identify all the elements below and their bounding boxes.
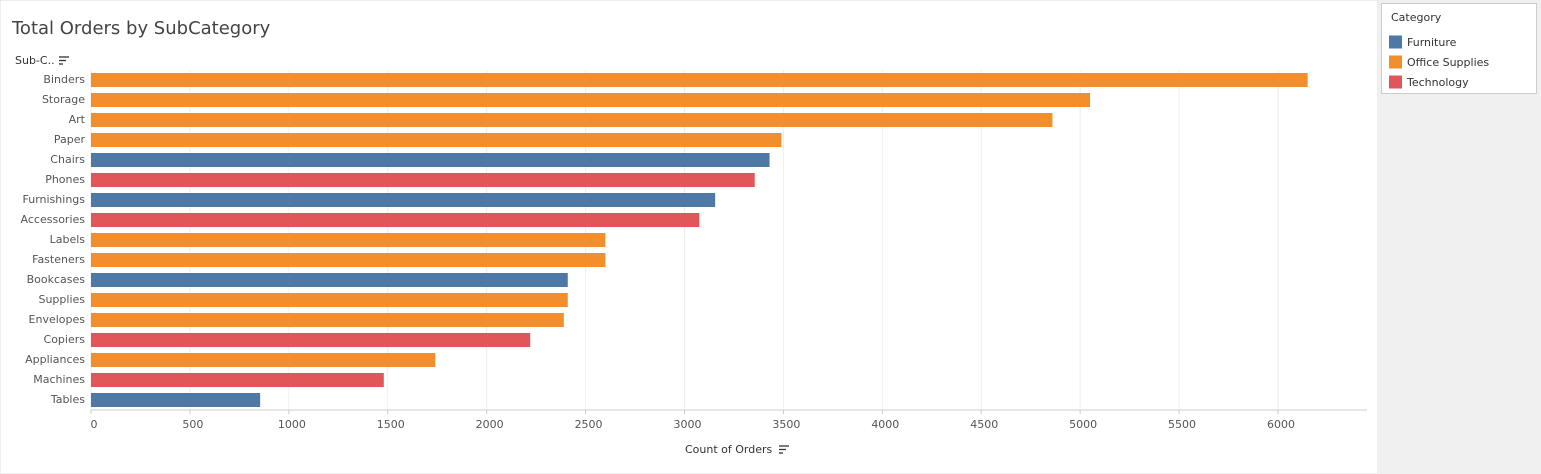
bar <box>91 273 568 287</box>
y-axis-title: Sub-C.. <box>15 54 55 67</box>
y-tick-label: Paper <box>54 133 86 146</box>
bar <box>91 293 568 307</box>
x-tick-label: 4500 <box>970 418 998 431</box>
y-tick-label: Tables <box>50 393 85 406</box>
y-tick-label: Machines <box>33 373 85 386</box>
y-tick-label: Furnishings <box>23 193 86 206</box>
y-tick-label: Bookcases <box>27 273 86 286</box>
x-tick-label: 5500 <box>1168 418 1196 431</box>
x-tick-label: 0 <box>91 418 98 431</box>
legend-label: Office Supplies <box>1407 56 1489 69</box>
sort-icon[interactable] <box>779 445 789 454</box>
x-tick-label: 2500 <box>575 418 603 431</box>
x-tick-label: 3000 <box>673 418 701 431</box>
y-tick-label: Copiers <box>44 333 86 346</box>
x-tick-label: 6000 <box>1267 418 1295 431</box>
y-tick-label: Envelopes <box>29 313 86 326</box>
bar <box>91 193 716 207</box>
legend-swatch <box>1389 55 1402 69</box>
x-tick-label: 3500 <box>772 418 800 431</box>
y-tick-label: Phones <box>45 173 85 186</box>
x-tick-label: 2000 <box>476 418 504 431</box>
bar <box>91 313 564 327</box>
bar <box>91 213 700 227</box>
legend-label: Technology <box>1406 76 1469 89</box>
x-tick-label: 5000 <box>1069 418 1097 431</box>
x-tick-label: 1000 <box>278 418 306 431</box>
y-tick-label: Fasteners <box>32 253 85 266</box>
y-tick-label: Appliances <box>25 353 85 366</box>
bar <box>91 133 782 147</box>
bar <box>91 73 1308 87</box>
y-tick-label: Accessories <box>21 213 86 226</box>
y-tick-label: Storage <box>42 93 85 106</box>
sort-icon[interactable] <box>59 56 69 65</box>
y-tick-label: Supplies <box>38 293 85 306</box>
x-tick-label: 500 <box>182 418 203 431</box>
legend-swatch <box>1389 75 1402 89</box>
y-tick-label: Art <box>69 113 86 126</box>
y-tick-label: Binders <box>43 73 85 86</box>
legend-swatch <box>1389 35 1402 49</box>
x-tick-label: 1500 <box>377 418 405 431</box>
bar <box>91 93 1091 107</box>
bar <box>91 333 531 347</box>
legend-label: Furniture <box>1407 36 1457 49</box>
bar <box>91 353 436 367</box>
chart-title: Total Orders by SubCategory <box>11 18 271 39</box>
y-tick-label: Labels <box>50 233 86 246</box>
y-tick-label: Chairs <box>50 153 85 166</box>
bar <box>91 113 1053 127</box>
bar <box>91 173 755 187</box>
bar <box>91 253 606 267</box>
legend-title: Category <box>1391 11 1442 24</box>
bar <box>91 233 606 247</box>
bar <box>91 393 261 407</box>
x-tick-label: 4000 <box>871 418 899 431</box>
legend-box <box>1381 3 1537 94</box>
bar <box>91 153 770 167</box>
bar <box>91 373 384 387</box>
x-axis-title: Count of Orders <box>685 443 773 456</box>
